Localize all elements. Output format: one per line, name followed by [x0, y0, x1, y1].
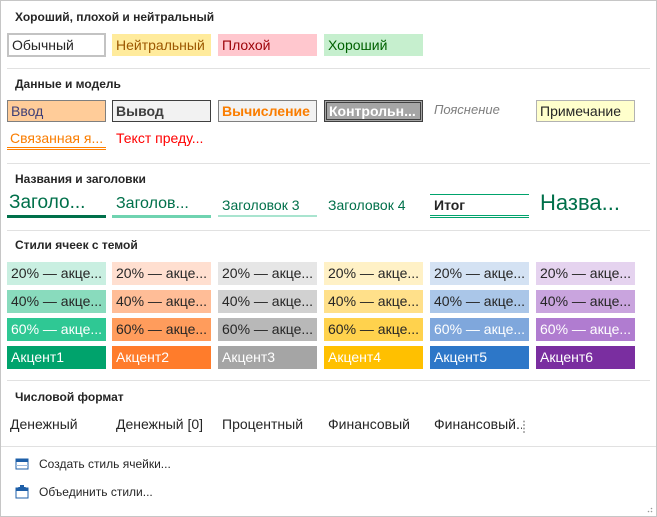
divider [1, 446, 656, 447]
create-cell-style-label: Создать стиль ячейки... [39, 456, 171, 471]
style-comma[interactable]: Финансовый [328, 416, 410, 432]
style-accent4[interactable]: Акцент4 [324, 346, 423, 369]
style-check-cell[interactable]: Контрольн... [324, 100, 423, 122]
style-output[interactable]: Вывод [112, 100, 211, 122]
divider [7, 380, 650, 381]
new-style-icon [15, 458, 29, 470]
style-60-accent5[interactable]: 60% — акце... [430, 318, 529, 341]
merge-styles-command[interactable]: Объединить стили... [15, 484, 153, 499]
style-bad[interactable]: Плохой [218, 34, 317, 56]
resize-grip-icon[interactable] [645, 505, 653, 513]
style-input[interactable]: Ввод [7, 100, 106, 122]
style-20-accent5[interactable]: 20% — акце... [430, 262, 529, 285]
style-percent[interactable]: Процентный [222, 416, 304, 432]
section-title-number-format: Числовой формат [15, 390, 124, 404]
style-60-accent3[interactable]: 60% — акце... [218, 318, 317, 341]
section-title-data-model: Данные и модель [15, 77, 121, 91]
style-good[interactable]: Хороший [324, 34, 423, 56]
style-60-accent2[interactable]: 60% — акце... [112, 318, 211, 341]
style-40-accent6[interactable]: 40% — акце... [536, 290, 635, 313]
section-title-headings: Названия и заголовки [15, 172, 146, 186]
style-currency[interactable]: Денежный [10, 416, 78, 432]
style-warning-text[interactable]: Текст преду... [116, 130, 204, 146]
style-heading-1[interactable]: Заголо... [7, 191, 106, 218]
style-60-accent6[interactable]: 60% — акце... [536, 318, 635, 341]
style-60-accent4[interactable]: 60% — акце... [324, 318, 423, 341]
style-20-accent1[interactable]: 20% — акце... [7, 262, 106, 285]
style-20-accent4[interactable]: 20% — акце... [324, 262, 423, 285]
style-accent2[interactable]: Акцент2 [112, 346, 211, 369]
style-40-accent3[interactable]: 40% — акце... [218, 290, 317, 313]
style-total[interactable]: Итог [430, 194, 529, 218]
style-60-accent1[interactable]: 60% — акце... [7, 318, 106, 341]
divider [7, 68, 650, 69]
style-accent6[interactable]: Акцент6 [536, 346, 635, 369]
divider [7, 230, 650, 231]
style-accent5[interactable]: Акцент5 [430, 346, 529, 369]
style-40-accent1[interactable]: 40% — акце... [7, 290, 106, 313]
merge-styles-icon [15, 484, 29, 499]
create-cell-style-command[interactable]: Создать стиль ячейки... [15, 456, 171, 471]
style-40-accent2[interactable]: 40% — акце... [112, 290, 211, 313]
section-title-theme-styles: Стили ячеек с темой [15, 238, 138, 252]
style-accent1[interactable]: Акцент1 [7, 346, 106, 369]
more-dots-icon [523, 420, 525, 433]
style-heading-4[interactable]: Заголовок 4 [328, 197, 406, 213]
style-accent3[interactable]: Акцент3 [218, 346, 317, 369]
divider [7, 163, 650, 164]
style-note[interactable]: Примечание [536, 100, 635, 122]
style-20-accent6[interactable]: 20% — акце... [536, 262, 635, 285]
style-heading-3[interactable]: Заголовок 3 [218, 194, 317, 217]
style-currency-0[interactable]: Денежный [0] [116, 416, 204, 432]
style-explanatory[interactable]: Пояснение [434, 102, 500, 117]
style-40-accent5[interactable]: 40% — акце... [430, 290, 529, 313]
style-heading-2[interactable]: Заголов... [112, 193, 211, 218]
style-40-accent4[interactable]: 40% — акце... [324, 290, 423, 313]
style-title[interactable]: Назва... [540, 190, 620, 215]
style-20-accent2[interactable]: 20% — акце... [112, 262, 211, 285]
style-neutral[interactable]: Нейтральный [112, 34, 211, 56]
merge-styles-label: Объединить стили... [39, 484, 153, 499]
style-normal[interactable]: Обычный [7, 33, 106, 57]
style-calculation[interactable]: Вычисление [218, 100, 317, 122]
style-linked-cell[interactable]: Связанная я... [7, 128, 106, 150]
style-comma-0[interactable]: Финансовый... [434, 416, 522, 432]
style-20-accent3[interactable]: 20% — акце... [218, 262, 317, 285]
section-title-good-bad-neutral: Хороший, плохой и нейтральный [15, 10, 215, 24]
